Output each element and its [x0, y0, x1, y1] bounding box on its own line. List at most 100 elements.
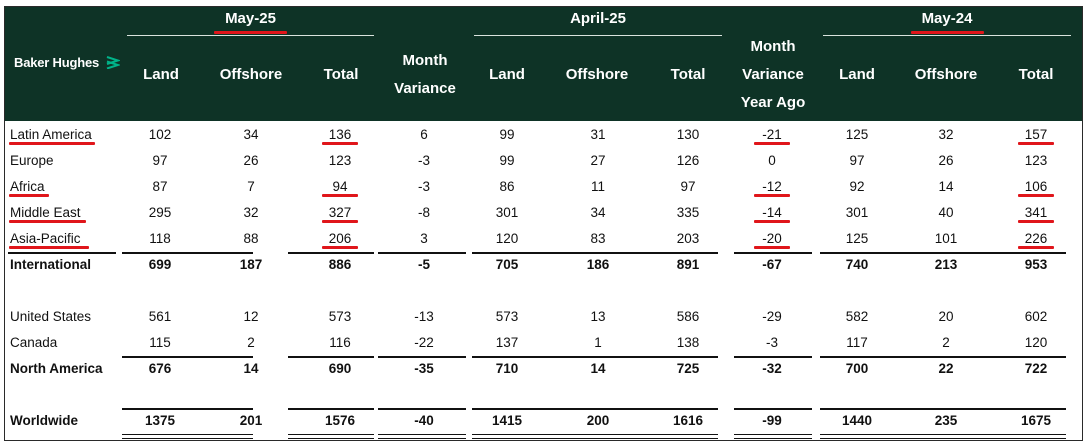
table-cell: 705 — [495, 257, 519, 272]
total-separator — [472, 356, 718, 358]
col-land-may25: Land — [143, 66, 179, 83]
total-separator — [820, 356, 1066, 358]
table-row: North America 676 14 690 -35 710 14 725 -32 700 22… — [0, 356, 1088, 382]
year-variance-header: Month Variance Year Ago — [740, 38, 806, 111]
total-separator — [820, 408, 1066, 410]
table-cell: 3 — [420, 231, 428, 246]
table-row: Middle East 295 32 327 -8 301 34 335 -14 301 40 341 — [0, 200, 1088, 226]
col-offshore-may25: Offshore — [219, 66, 283, 83]
table-cell: 335 — [676, 205, 700, 220]
total-separator — [472, 408, 718, 410]
table-cell: 235 — [934, 413, 958, 428]
table-cell: 573 — [328, 309, 352, 324]
table-cell: 561 — [148, 309, 172, 324]
table-cell: -12 — [762, 179, 782, 194]
table-cell: 1576 — [324, 413, 356, 428]
table-cell: 94 — [332, 179, 348, 194]
total-separator — [288, 356, 374, 358]
table-cell: -5 — [417, 257, 430, 272]
table-cell: 86 — [499, 179, 515, 194]
table-row: Europe 97 26 123 -3 99 27 126 0 97 26 123 — [0, 148, 1088, 174]
double-underline — [288, 438, 374, 439]
table-cell: 710 — [495, 361, 519, 376]
table-row: Africa 87 7 94 -3 86 11 97 -12 92 14 106 — [0, 174, 1088, 200]
table-cell: 138 — [676, 335, 700, 350]
table-cell: -40 — [414, 413, 434, 428]
table-cell: 602 — [1024, 309, 1048, 324]
table-cell: 14 — [938, 179, 954, 194]
table-cell: 327 — [328, 205, 352, 220]
table-cell: -35 — [414, 361, 434, 376]
table-cell: -3 — [765, 335, 778, 350]
table-cell: -20 — [762, 231, 782, 246]
table-cell: 115 — [149, 335, 171, 350]
brand-logo: Baker Hughes — [14, 55, 121, 70]
table-cell: 99 — [499, 127, 515, 142]
table-cell: 22 — [938, 361, 954, 376]
total-separator — [734, 356, 812, 358]
table-cell: 1675 — [1020, 413, 1052, 428]
table-cell: 1 — [594, 335, 602, 350]
row-label: North America — [10, 361, 103, 376]
table-cell: 0 — [768, 153, 776, 168]
table-cell: -3 — [417, 179, 430, 194]
table-cell: 32 — [243, 205, 259, 220]
table-header: Baker Hughes May-25 April-25 May-24 Mont… — [5, 7, 1082, 121]
table-cell: 97 — [152, 153, 168, 168]
table-cell: 2 — [942, 335, 950, 350]
total-separator — [378, 356, 466, 358]
highlight-underline — [754, 194, 790, 197]
table-cell: 891 — [676, 257, 700, 272]
table-frame — [4, 6, 1083, 441]
table-cell: 700 — [845, 361, 869, 376]
double-underline — [734, 438, 812, 439]
highlight-underline — [9, 220, 86, 223]
table-cell: 226 — [1024, 231, 1048, 246]
table-cell: 14 — [590, 361, 606, 376]
table-cell: 1375 — [144, 413, 176, 428]
row-label: Africa — [10, 179, 45, 194]
table-cell: 1440 — [841, 413, 873, 428]
highlight-underline — [1018, 220, 1054, 223]
table-cell: 118 — [149, 231, 171, 246]
table-row: Canada 115 2 116 -22 137 1 138 -3 117 2 120 — [0, 330, 1088, 356]
table-cell: -22 — [414, 335, 434, 350]
group-may-25-rule — [127, 35, 374, 36]
table-cell: 341 — [1024, 205, 1048, 220]
table-cell: 573 — [495, 309, 519, 324]
row-label: Worldwide — [10, 413, 79, 428]
highlight-underline — [754, 142, 790, 145]
total-separator — [378, 252, 466, 254]
table-cell: 725 — [676, 361, 700, 376]
highlight-underline — [322, 194, 358, 197]
total-separator — [122, 252, 253, 254]
table-cell: 26 — [243, 153, 259, 168]
table-row: Worldwide 1375 201 1576 -40 1415 200 1616 -99 144… — [0, 408, 1088, 434]
table-cell: -99 — [762, 413, 782, 428]
brand-chevron-icon — [107, 56, 121, 69]
table-cell: 27 — [590, 153, 606, 168]
group-may-24-highlight — [911, 31, 984, 34]
double-underline — [472, 438, 718, 439]
row-label: Middle East — [10, 205, 81, 220]
row-label: Canada — [10, 335, 58, 350]
table-cell: 187 — [239, 257, 263, 272]
table-cell: 886 — [328, 257, 352, 272]
highlight-underline — [322, 142, 358, 145]
total-separator — [378, 408, 466, 410]
table-cell: 31 — [590, 127, 606, 142]
table-cell: 301 — [845, 205, 869, 220]
double-underline — [122, 434, 253, 435]
col-offshore-apr25: Offshore — [565, 66, 629, 83]
table-cell: 699 — [148, 257, 172, 272]
highlight-underline — [754, 220, 790, 223]
table-cell: 116 — [329, 335, 351, 350]
row-label: International — [10, 257, 92, 272]
table-cell: 120 — [1024, 335, 1048, 350]
table-cell: -29 — [762, 309, 782, 324]
table-cell: 586 — [676, 309, 700, 324]
table-cell: 32 — [938, 127, 954, 142]
table-cell: 97 — [680, 179, 696, 194]
table-cell: 20 — [938, 309, 954, 324]
